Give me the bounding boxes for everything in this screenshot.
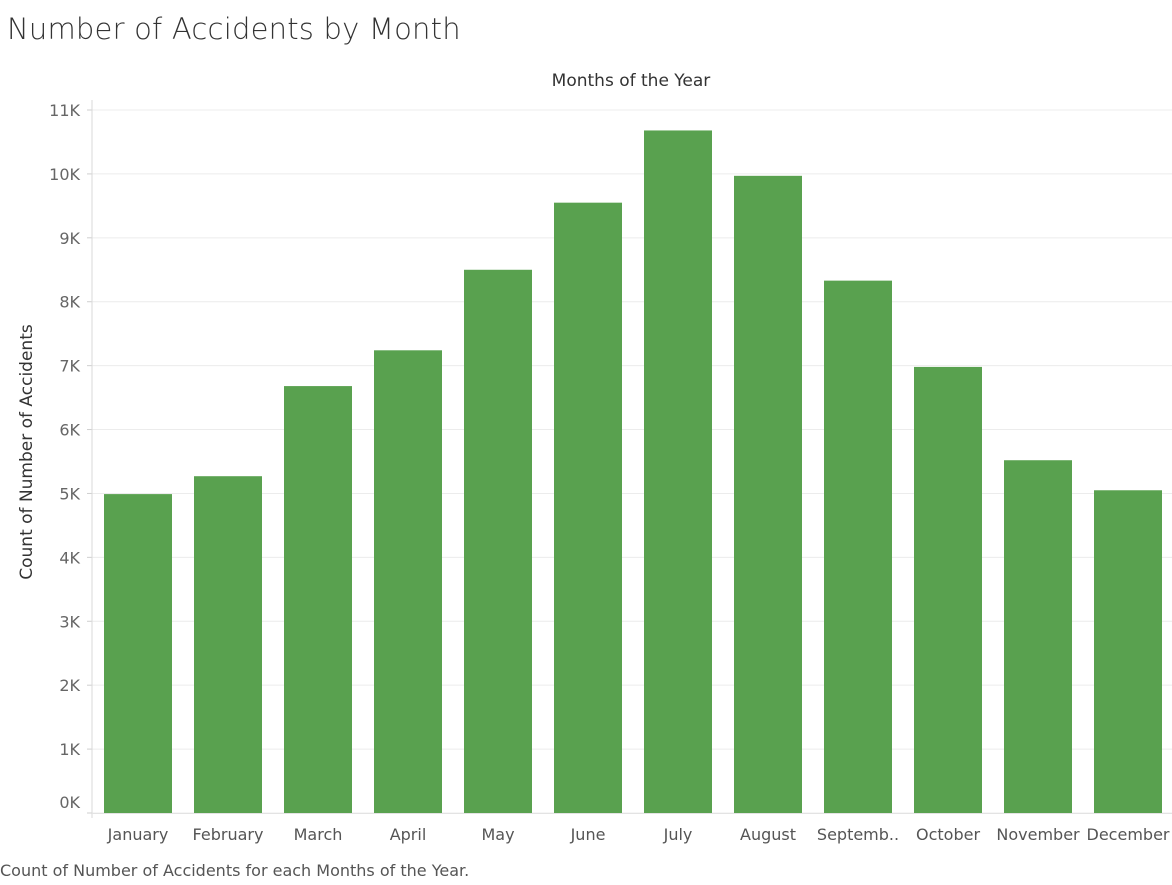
x-tick-label: August — [740, 825, 796, 844]
y-tick-label: 1K — [59, 740, 80, 759]
x-tick-label: July — [663, 825, 693, 844]
x-tick-label: November — [996, 825, 1080, 844]
bar-april[interactable] — [374, 350, 442, 813]
y-tick-label: 11K — [49, 101, 80, 120]
bar-september[interactable] — [824, 280, 892, 813]
bar-december[interactable] — [1094, 490, 1162, 813]
bar-august[interactable] — [734, 175, 802, 814]
y-tick-label: 0K — [59, 793, 80, 812]
bars — [104, 130, 1162, 814]
bar-november[interactable] — [1004, 460, 1072, 813]
x-tick-label: April — [390, 825, 427, 844]
bar-july[interactable] — [644, 130, 712, 813]
bar-october[interactable] — [914, 366, 982, 813]
gridlines — [92, 109, 1172, 814]
y-tick-label: 7K — [59, 357, 80, 376]
y-axis-title: Count of Number of Accidents — [17, 324, 37, 580]
x-tick-label: January — [107, 825, 169, 844]
bar-march[interactable] — [284, 386, 352, 813]
x-tick-label: October — [916, 825, 980, 844]
x-tick-label: December — [1087, 825, 1170, 844]
x-tick-label: June — [570, 825, 606, 844]
x-tick-label: Septemb.. — [817, 825, 899, 844]
bar-january[interactable] — [104, 494, 172, 813]
y-tick-label: 5K — [59, 484, 80, 503]
y-tick-label: 10K — [49, 165, 80, 184]
bar-june[interactable] — [554, 202, 622, 813]
x-tick-label: February — [193, 825, 264, 844]
y-tick-label: 6K — [59, 421, 80, 440]
bar-may[interactable] — [464, 269, 532, 814]
y-tick-label: 3K — [59, 612, 80, 631]
x-axis: January February March April May June July Augu… — [92, 813, 1172, 844]
chart-caption: Count of Number of Accidents for each Mo… — [0, 861, 470, 880]
y-tick-label: 2K — [59, 676, 80, 695]
x-tick-label: May — [481, 825, 514, 844]
bar-february[interactable] — [194, 476, 262, 813]
y-tick-label: 9K — [59, 229, 80, 248]
chart-title: Number of Accidents by Month — [7, 12, 461, 46]
y-tick-label: 8K — [59, 293, 80, 312]
x-axis-title: Months of the Year — [552, 71, 711, 91]
y-tick-label: 4K — [59, 548, 80, 567]
x-tick-label: March — [294, 825, 343, 844]
y-axis: 0K 1K 2K 3K 4K 5K 6K 7K 8K 9K 10K 11K — [49, 100, 93, 818]
